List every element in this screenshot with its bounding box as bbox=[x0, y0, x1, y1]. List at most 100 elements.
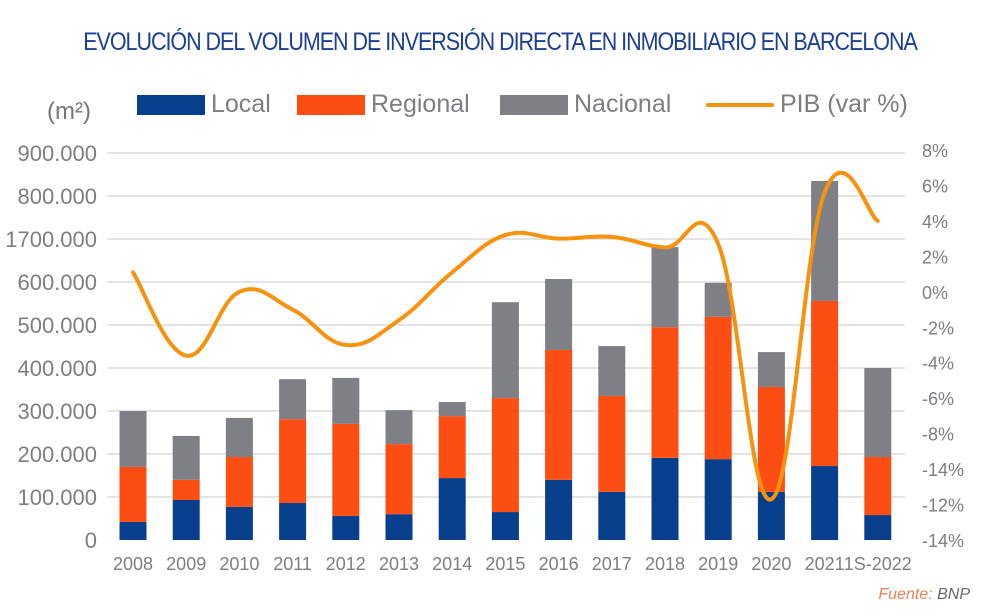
x-axis-tick-label: 2008 bbox=[113, 554, 153, 574]
bar-nacional-2018 bbox=[651, 247, 679, 328]
right-axis-tick-label: 8% bbox=[922, 141, 948, 161]
y-axis-unit-label: (m²) bbox=[47, 98, 91, 125]
left-axis-tick-label: 300.000 bbox=[17, 399, 97, 424]
x-axis-tick-label: 1S-2022 bbox=[844, 554, 912, 574]
bar-nacional-2017 bbox=[598, 346, 626, 396]
bar-local-2010 bbox=[225, 506, 253, 540]
left-axis-tick-label: 1700.000 bbox=[5, 227, 97, 252]
chart-title: EVOLUCIÓN DEL VOLUMEN DE INVERSIÓN DIREC… bbox=[83, 28, 918, 56]
left-axis-tick-label: 800.000 bbox=[17, 184, 97, 209]
right-axis-tick-label: -12% bbox=[922, 496, 964, 516]
legend: (m²) Local Regional Nacional PIB (var %) bbox=[0, 86, 1000, 125]
bar-local-2014 bbox=[438, 478, 466, 540]
bar-nacional-2010 bbox=[225, 417, 253, 458]
source-value: BNP bbox=[937, 586, 970, 603]
bar-local-2019 bbox=[704, 459, 732, 540]
bar-local-2013 bbox=[385, 514, 413, 540]
left-axis-tick-label: 200.000 bbox=[17, 442, 97, 467]
pib-line-group bbox=[131, 170, 880, 502]
bar-local-2012 bbox=[332, 515, 360, 540]
left-axis-ticks: 0 100.000 200.000 300.000 400.000 500.000 600.… bbox=[5, 141, 97, 553]
source-label: Fuente: bbox=[878, 586, 933, 603]
right-axis-tick-label: 2% bbox=[922, 247, 948, 267]
x-axis-tick-label: 2020 bbox=[751, 554, 791, 574]
bar-local-2009 bbox=[172, 500, 200, 540]
legend-swatch-local bbox=[137, 94, 205, 115]
x-axis-tick-label: 2010 bbox=[219, 554, 259, 574]
left-axis-tick-label: 600.000 bbox=[17, 270, 97, 295]
bar-regional-2014 bbox=[438, 416, 466, 479]
bar-nacional-2015 bbox=[491, 302, 519, 399]
right-axis-tick-label: 4% bbox=[922, 212, 948, 232]
right-axis-tick-label: -2% bbox=[922, 318, 954, 338]
bar-regional-2016 bbox=[545, 349, 573, 480]
bar-regional-2015 bbox=[491, 398, 519, 513]
bar-nacional-2012 bbox=[332, 377, 360, 424]
bar-regional-2021 bbox=[811, 300, 839, 467]
bar-nacional-2019 bbox=[704, 282, 732, 317]
x-axis-tick-label: 2013 bbox=[379, 554, 419, 574]
bar-local-2008 bbox=[119, 521, 147, 540]
legend-item-nacional: Nacional bbox=[500, 90, 671, 119]
legend-swatch-pib bbox=[706, 102, 774, 107]
x-axis-ticks: 2008 2009 2010 2011 2012 2013 2014 2015 2016 2017… bbox=[113, 554, 912, 574]
right-axis-tick-label: -14% bbox=[922, 460, 964, 480]
left-axis-tick-label: 500.000 bbox=[17, 313, 97, 338]
right-axis-tick-label: -6% bbox=[922, 389, 954, 409]
bar-nacional-2008 bbox=[119, 411, 147, 467]
legend-swatch-regional bbox=[297, 94, 365, 115]
right-axis-ticks: -14% -12% -14% -8% -6% -4% -2% 0% 2% 4% 6% 8% bbox=[922, 141, 964, 551]
bar-local-2015 bbox=[491, 512, 519, 540]
x-axis-tick-label: 2016 bbox=[539, 554, 579, 574]
bar-nacional-2021 bbox=[811, 180, 839, 301]
right-axis-tick-label: 0% bbox=[922, 283, 948, 303]
bar-regional-2008 bbox=[119, 466, 147, 522]
bar-regional-2018 bbox=[651, 327, 679, 458]
bar-local-2017 bbox=[598, 491, 626, 540]
bar-local-2021 bbox=[811, 466, 839, 540]
x-axis-tick-label: 2018 bbox=[645, 554, 685, 574]
bar-local-2016 bbox=[545, 479, 573, 540]
bar-regional-2013 bbox=[385, 444, 413, 515]
left-axis-tick-label: 0 bbox=[85, 528, 97, 553]
bar-nacional-2016 bbox=[545, 278, 573, 350]
bar-regional-2010 bbox=[225, 457, 253, 507]
right-axis-tick-label: -14% bbox=[922, 531, 964, 551]
left-axis-tick-label: 900.000 bbox=[17, 141, 97, 166]
legend-label-regional: Regional bbox=[371, 90, 470, 118]
source-note: Fuente: BNP bbox=[878, 586, 970, 604]
bar-regional-1s-2022 bbox=[864, 457, 892, 516]
legend-label-local: Local bbox=[211, 90, 271, 118]
bar-nacional-2011 bbox=[279, 379, 307, 420]
bar-nacional-2014 bbox=[438, 401, 466, 417]
legend-label-pib: PIB (var %) bbox=[780, 90, 908, 118]
x-axis-tick-label: 2015 bbox=[485, 554, 525, 574]
bar-nacional-1s-2022 bbox=[864, 368, 892, 458]
legend-label-nacional: Nacional bbox=[574, 90, 672, 118]
left-axis-tick-label: 100.000 bbox=[17, 485, 97, 510]
bar-regional-2019 bbox=[704, 316, 732, 460]
bar-nacional-2020 bbox=[757, 352, 785, 387]
x-axis-tick-label: 2021 bbox=[805, 554, 845, 574]
bar-local-2011 bbox=[279, 503, 307, 540]
x-axis-tick-label: 2019 bbox=[698, 554, 738, 574]
legend-swatch-nacional bbox=[500, 94, 568, 115]
left-axis-tick-label: 400.000 bbox=[17, 356, 97, 381]
legend-item-pib: PIB (var %) bbox=[706, 90, 908, 119]
legend-item-regional: Regional bbox=[297, 90, 470, 119]
bar-local-2018 bbox=[651, 457, 679, 540]
legend-item-local: Local bbox=[137, 90, 271, 119]
x-axis-tick-label: 2011 bbox=[273, 554, 312, 574]
bar-regional-2012 bbox=[332, 423, 360, 516]
bar-nacional-2009 bbox=[172, 435, 200, 480]
x-axis-tick-label: 2009 bbox=[166, 554, 206, 574]
right-axis-tick-label: -4% bbox=[922, 354, 954, 374]
x-axis-tick-label: 2014 bbox=[432, 554, 472, 574]
bar-nacional-2013 bbox=[385, 410, 413, 445]
right-axis-tick-label: -8% bbox=[922, 425, 954, 445]
x-axis-tick-label: 2012 bbox=[326, 554, 366, 574]
x-axis-tick-label: 2017 bbox=[592, 554, 632, 574]
bar-regional-2017 bbox=[598, 395, 626, 492]
right-axis-tick-label: 6% bbox=[922, 176, 948, 196]
